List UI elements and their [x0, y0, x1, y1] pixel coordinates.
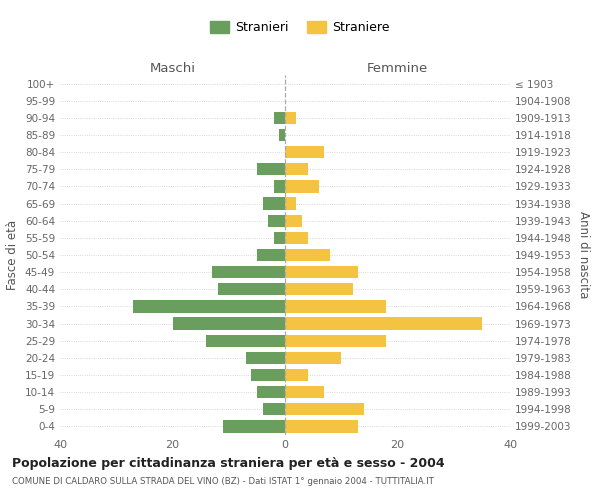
Bar [251, 369, 285, 381]
Bar [285, 180, 319, 192]
Bar [285, 146, 325, 158]
Bar [263, 403, 285, 415]
Bar [218, 283, 285, 296]
Bar [285, 198, 296, 209]
Bar [280, 129, 285, 141]
Y-axis label: Anni di nascita: Anni di nascita [577, 212, 590, 298]
Bar [274, 112, 285, 124]
Bar [274, 232, 285, 244]
Bar [268, 214, 285, 227]
Bar [263, 198, 285, 209]
Bar [257, 163, 285, 175]
Bar [285, 300, 386, 312]
Bar [212, 266, 285, 278]
Bar [133, 300, 285, 312]
Y-axis label: Fasce di età: Fasce di età [7, 220, 19, 290]
Legend: Stranieri, Straniere: Stranieri, Straniere [205, 16, 395, 40]
Text: Popolazione per cittadinanza straniera per età e sesso - 2004: Popolazione per cittadinanza straniera p… [12, 458, 445, 470]
Bar [285, 420, 358, 432]
Bar [285, 334, 386, 347]
Bar [285, 369, 308, 381]
Bar [285, 386, 325, 398]
Bar [285, 232, 308, 244]
Text: COMUNE DI CALDARO SULLA STRADA DEL VINO (BZ) - Dati ISTAT 1° gennaio 2004 - TUTT: COMUNE DI CALDARO SULLA STRADA DEL VINO … [12, 478, 434, 486]
Bar [257, 386, 285, 398]
Bar [285, 266, 358, 278]
Bar [285, 403, 364, 415]
Bar [285, 112, 296, 124]
Bar [285, 163, 308, 175]
Bar [285, 352, 341, 364]
Text: Femmine: Femmine [367, 62, 428, 75]
Bar [206, 334, 285, 347]
Bar [173, 318, 285, 330]
Bar [285, 249, 330, 261]
Bar [274, 180, 285, 192]
Bar [285, 318, 482, 330]
Text: Maschi: Maschi [149, 62, 196, 75]
Bar [223, 420, 285, 432]
Bar [285, 214, 302, 227]
Bar [245, 352, 285, 364]
Bar [285, 283, 353, 296]
Bar [257, 249, 285, 261]
